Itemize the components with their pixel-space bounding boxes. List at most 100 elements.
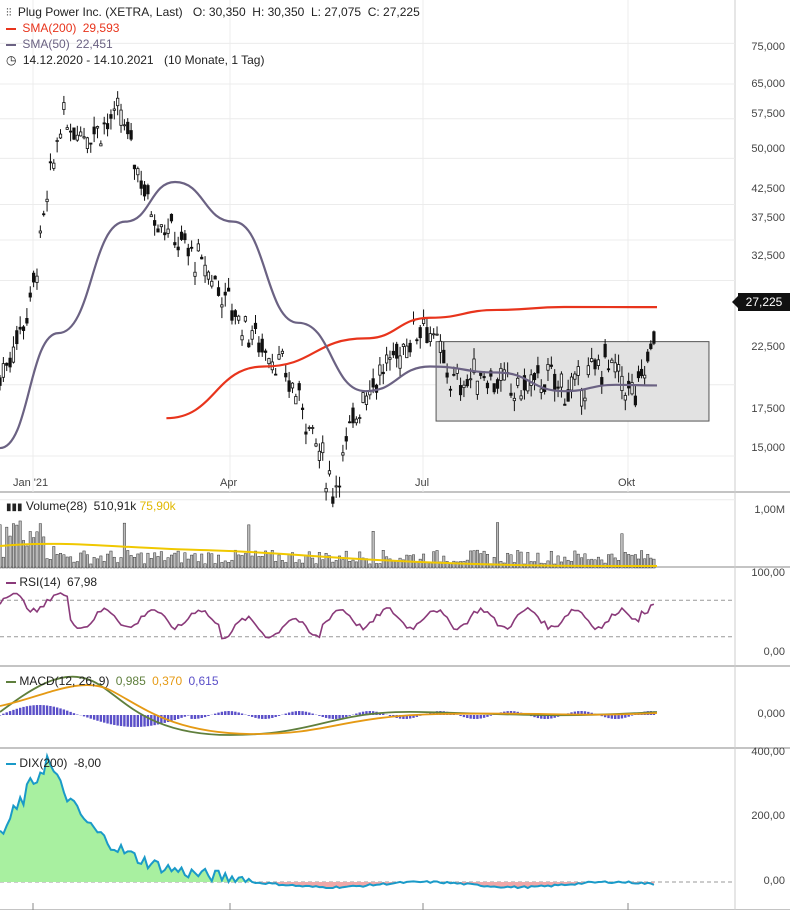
chart-type-icon[interactable]: ⫶⫶	[6, 7, 12, 19]
candle-body	[405, 345, 409, 359]
volume-bar	[143, 563, 147, 569]
candle-body	[119, 109, 123, 126]
volume-bar	[617, 560, 621, 569]
volume-bar	[354, 561, 358, 569]
macd-histogram-bar	[321, 715, 324, 718]
macd-histogram-bar	[543, 715, 546, 719]
volume-bar	[129, 555, 133, 569]
volume-bar	[82, 550, 86, 569]
macd-histogram-bar	[66, 710, 69, 715]
volume-bar	[348, 561, 352, 569]
volume-bar	[38, 523, 42, 569]
volume-bar	[42, 536, 46, 569]
macd-histogram-bar	[533, 715, 536, 718]
candle-body	[233, 310, 237, 317]
candle-body	[58, 133, 63, 139]
rsi-label: RSI(14)	[19, 575, 61, 589]
volume-bar	[139, 552, 143, 569]
volume-bar	[391, 560, 395, 569]
candle-body	[42, 213, 46, 216]
price-ytick: 65,000	[751, 78, 785, 90]
volume-bar	[586, 559, 590, 569]
candle-body	[616, 364, 621, 372]
price-ytick: 75,000	[751, 41, 785, 53]
dix-line	[0, 752, 655, 890]
macd-histogram-bar	[264, 715, 267, 719]
macd-histogram-bar	[261, 715, 264, 719]
candle-body	[603, 343, 607, 358]
rsi-legend[interactable]: RSI(14) 67,98	[6, 575, 97, 589]
dix-legend[interactable]: DIX(200) -8,00	[6, 756, 101, 770]
volume-bar	[570, 561, 573, 569]
volume-bar	[492, 557, 496, 569]
volume-bar	[133, 557, 136, 569]
macd-legend[interactable]: MACD(12, 26, 9) 0,985 0,370 0,615	[6, 674, 219, 688]
candle-body	[55, 140, 59, 142]
candle-body	[72, 127, 76, 140]
candle-body	[576, 366, 580, 376]
candle-body	[250, 330, 254, 340]
volume-bar	[301, 562, 305, 569]
macd-histogram-bar	[408, 715, 412, 719]
macd-histogram-bar	[39, 705, 42, 715]
candle-body	[267, 358, 271, 365]
rsi-swatch	[6, 581, 16, 584]
volume-bar	[324, 553, 328, 569]
legend-sma50[interactable]: SMA(50) 22,451	[6, 36, 116, 52]
candle-body	[526, 380, 530, 392]
volume-bar	[556, 555, 560, 569]
macd-histogram-bar	[610, 715, 614, 719]
macd-histogram-bar	[42, 705, 45, 715]
candle-body	[102, 122, 106, 125]
macd-histogram-bar	[220, 711, 224, 715]
volume-bar	[633, 554, 637, 569]
volume-bar	[190, 554, 194, 569]
volume-bar	[48, 559, 52, 569]
macd-histogram-bar	[466, 715, 469, 719]
candle-body	[593, 359, 597, 370]
candle-body	[314, 443, 318, 447]
candle-body	[549, 364, 553, 367]
candle-body	[509, 392, 513, 396]
candle-body	[311, 427, 315, 429]
macd-histogram-bar	[99, 715, 103, 722]
candle-body	[324, 488, 328, 493]
clock-icon: ◷	[6, 53, 17, 67]
macd-histogram-bar	[368, 711, 372, 715]
macd-histogram-bar	[324, 715, 328, 718]
volume-bar	[260, 556, 264, 569]
candle-body	[596, 359, 601, 366]
macd-histogram-bar	[624, 715, 627, 718]
macd-histogram-bar	[301, 711, 304, 715]
volume-bar	[519, 551, 523, 569]
volume-bar	[472, 550, 476, 569]
volume-bar	[25, 545, 29, 569]
volume-bar	[277, 554, 281, 569]
macd-histogram-bar	[187, 715, 190, 716]
macd-histogram-bar	[338, 715, 341, 719]
candle-body	[465, 379, 469, 387]
volume-bar	[183, 552, 187, 569]
macd-histogram-bar	[18, 707, 22, 715]
volume-bar	[294, 562, 298, 569]
volume-bar	[462, 561, 466, 569]
macd-histogram-bar	[271, 715, 274, 718]
candle-body	[546, 364, 550, 371]
volume-bar	[435, 550, 439, 569]
volume-bar	[321, 559, 325, 569]
candle-body	[79, 131, 83, 137]
volume-bar	[479, 553, 483, 569]
candle-body	[475, 380, 479, 395]
volume-bar	[159, 551, 163, 569]
candle-body	[512, 397, 516, 402]
candle-body	[52, 162, 56, 169]
rsi-value: 67,98	[67, 575, 98, 589]
legend-sma200[interactable]: SMA(200) 29,593	[6, 20, 122, 36]
volume-legend[interactable]: ▮▮▮ Volume(28) 510,91k 75,90k	[6, 499, 176, 513]
candle-body	[8, 357, 12, 368]
candle-body	[45, 198, 49, 203]
candle-body	[163, 232, 167, 236]
candle-body	[354, 418, 358, 424]
macd-histogram-bar	[8, 711, 12, 715]
